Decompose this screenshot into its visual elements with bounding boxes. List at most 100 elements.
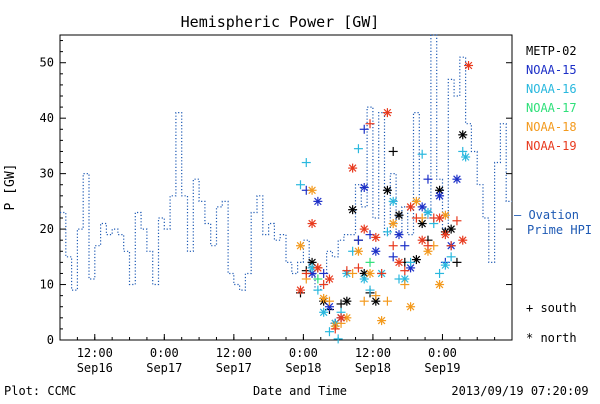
data-point-star <box>406 302 416 312</box>
chart-title: Hemispheric Power [GW] <box>181 13 380 31</box>
data-point-plus <box>400 280 410 290</box>
x-tick-date: Sep19 <box>424 361 460 375</box>
data-point-plus <box>417 149 427 159</box>
x-tick-time: 0:00 <box>150 346 179 360</box>
data-point-star <box>388 219 398 229</box>
legend: METP-02 NOAA-15 NOAA-16 NOAA-17 NOAA-18 NOAA-… <box>514 44 592 345</box>
x-tick-time: 12:00 <box>355 346 391 360</box>
data-point-star <box>342 313 352 323</box>
data-point-star <box>423 207 433 217</box>
legend-ovation-line2: Prime HPI <box>527 223 592 237</box>
data-point-plus <box>324 296 334 306</box>
data-point-star <box>417 235 427 245</box>
data-point-star <box>458 235 468 245</box>
x-tick-time: 0:00 <box>289 346 318 360</box>
data-point-star <box>435 213 445 223</box>
data-point-plus <box>319 280 329 290</box>
data-point-plus <box>313 274 323 284</box>
data-point-star <box>440 260 450 270</box>
data-point-plus <box>365 285 375 295</box>
data-point-plus <box>371 291 381 301</box>
x-tick-date: Sep17 <box>216 361 252 375</box>
data-point-star <box>348 163 358 173</box>
data-point-plus <box>295 180 305 190</box>
data-point-plus <box>348 268 358 278</box>
data-point-plus <box>333 334 343 344</box>
data-point-plus <box>359 124 369 134</box>
footer-timestamp: 2013/09/19 07:20:09 <box>451 384 588 398</box>
legend-item-noaa-18: NOAA-18 <box>526 120 577 134</box>
data-point-plus <box>423 241 433 251</box>
data-point-plus <box>446 241 456 251</box>
y-tick-label: 10 <box>40 278 54 292</box>
data-point-star <box>388 196 398 206</box>
x-tick-date: Sep18 <box>355 361 391 375</box>
y-tick-label: 40 <box>40 111 54 125</box>
data-point-star <box>435 191 445 201</box>
data-point-plus <box>452 257 462 267</box>
legend-marker-north: * north <box>526 331 577 345</box>
data-point-star <box>394 257 404 267</box>
data-point-plus <box>330 324 340 334</box>
data-point-plus <box>301 268 311 278</box>
y-tick-label: 50 <box>40 56 54 70</box>
data-point-star <box>295 285 305 295</box>
data-point-plus <box>388 241 398 251</box>
legend-item-noaa-16: NOAA-16 <box>526 82 577 96</box>
data-point-star <box>359 274 369 284</box>
data-point-plus <box>400 241 410 251</box>
data-point-plus <box>423 174 433 184</box>
data-point-plus <box>388 146 398 156</box>
data-point-plus <box>411 213 421 223</box>
data-point-plus <box>313 285 323 295</box>
data-point-star <box>359 224 369 234</box>
x-tick-time: 12:00 <box>77 346 113 360</box>
plot-frame <box>59 34 513 341</box>
data-point-star <box>377 316 387 326</box>
legend-marker-south: + south <box>526 301 577 315</box>
data-point-plus <box>382 227 392 237</box>
data-point-star <box>319 293 329 303</box>
x-tick-time: 0:00 <box>428 346 457 360</box>
data-point-star <box>307 257 317 267</box>
data-point-star <box>348 205 358 215</box>
data-point-star <box>307 185 317 195</box>
data-point-star <box>435 280 445 290</box>
data-point-plus <box>406 257 416 267</box>
data-point-star <box>365 268 375 278</box>
data-point-star <box>382 185 392 195</box>
data-point-star <box>452 174 462 184</box>
footer-source: Plot: CCMC <box>4 384 76 398</box>
data-point-plus <box>400 266 410 276</box>
data-point-star <box>307 219 317 229</box>
y-tick-label: 30 <box>40 167 54 181</box>
data-point-star <box>313 263 323 273</box>
data-point-star <box>394 210 404 220</box>
x-tick-time: 12:00 <box>216 346 252 360</box>
ovation-hpi-line <box>60 34 512 291</box>
data-point-star <box>464 61 474 70</box>
data-point-star <box>359 183 369 192</box>
plot-area: 0102030405012:00Sep160:00Sep1712:00Sep17… <box>40 34 513 375</box>
data-point-plus <box>446 252 456 262</box>
data-point-plus <box>324 327 334 337</box>
data-point-plus <box>365 257 375 267</box>
data-point-star <box>336 313 346 323</box>
data-point-star <box>417 219 427 229</box>
data-point-star <box>411 196 421 206</box>
data-point-star <box>371 232 381 242</box>
data-point-star <box>382 108 392 118</box>
data-point-plus <box>353 144 363 154</box>
data-point-star <box>359 268 369 278</box>
data-point-plus <box>382 296 392 306</box>
legend-item-noaa-15: NOAA-15 <box>526 63 577 77</box>
data-point-star <box>458 130 468 140</box>
data-point-star <box>295 241 305 251</box>
data-point-star <box>394 230 404 240</box>
y-axis-label: P [GW] <box>3 164 18 211</box>
data-point-star <box>406 202 416 212</box>
y-tick-label: 20 <box>40 222 54 236</box>
data-point-plus <box>342 266 352 276</box>
data-point-star <box>440 230 450 240</box>
